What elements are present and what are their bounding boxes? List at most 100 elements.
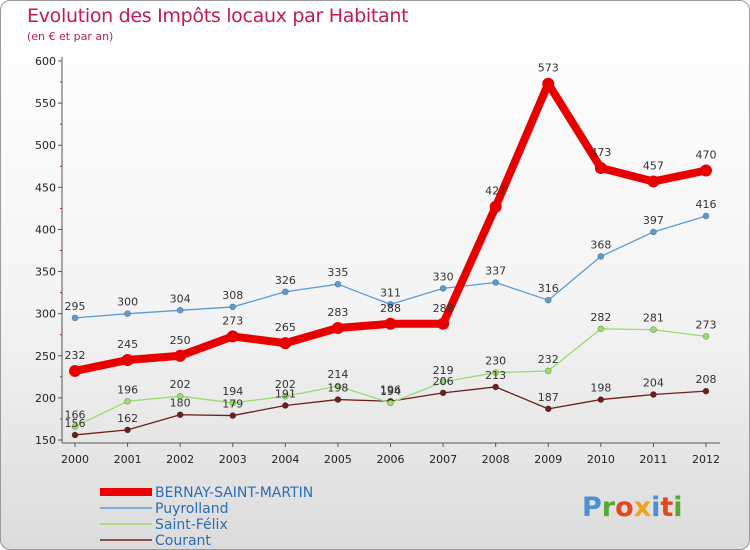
data-point-saint-felix (439, 378, 447, 386)
x-tick-label: 2003 (219, 453, 247, 466)
data-point-bernay (121, 353, 134, 366)
data-label-bernay: 250 (170, 334, 191, 347)
data-point-puyrolland (597, 253, 605, 260)
x-tick-label: 2001 (114, 453, 142, 466)
x-tick-label: 2011 (639, 453, 667, 466)
data-point-saint-felix (544, 367, 552, 375)
data-point-saint-felix (176, 392, 184, 400)
data-label-saint-felix: 202 (275, 378, 296, 391)
y-tick-label: 350 (35, 266, 56, 279)
y-tick-label: 400 (35, 223, 56, 236)
data-point-courant (702, 387, 710, 395)
data-label-courant: 196 (380, 383, 401, 396)
data-point-bernay (226, 330, 239, 343)
data-label-courant: 156 (65, 417, 86, 430)
data-point-puyrolland (334, 280, 342, 288)
data-label-courant: 208 (696, 373, 717, 386)
data-label-saint-felix: 281 (643, 312, 664, 325)
data-label-puyrolland: 368 (590, 238, 611, 251)
data-label-bernay: 288 (433, 302, 454, 315)
x-tick-label: 2010 (587, 453, 615, 466)
data-label-saint-felix: 232 (538, 353, 559, 366)
data-point-courant (334, 396, 342, 403)
y-tick-label: 450 (35, 181, 56, 194)
y-tick-label: 250 (35, 350, 56, 363)
legend-label-bernay: BERNAY-SAINT-MARTIN (155, 485, 313, 501)
data-label-saint-felix: 194 (222, 385, 243, 398)
data-point-bernay (489, 200, 502, 213)
y-tick-label: 600 (35, 55, 56, 68)
x-tick-label: 2007 (429, 453, 457, 466)
y-tick-label: 150 (35, 434, 56, 447)
data-point-bernay (174, 349, 187, 362)
y-tick-label: 550 (35, 97, 56, 110)
data-label-puyrolland: 295 (65, 300, 86, 313)
y-tick-label: 200 (35, 392, 56, 405)
data-label-puyrolland: 300 (117, 296, 138, 309)
data-label-puyrolland: 330 (433, 270, 454, 283)
data-point-puyrolland (282, 288, 289, 296)
data-point-courant (439, 389, 447, 397)
data-label-bernay: 283 (327, 306, 348, 319)
data-label-saint-felix: 219 (433, 364, 454, 377)
proxiti-logo: Proxiti (582, 492, 683, 523)
data-label-saint-felix: 202 (170, 378, 191, 391)
x-tick-label: 2005 (324, 453, 352, 466)
x-tick-label: 2000 (61, 453, 89, 466)
data-label-puyrolland: 326 (275, 274, 296, 287)
data-label-saint-felix: 196 (117, 383, 138, 396)
data-point-saint-felix (387, 399, 394, 407)
data-point-puyrolland (492, 279, 499, 286)
data-point-puyrolland (387, 301, 394, 308)
x-tick-label: 2002 (166, 453, 194, 466)
x-tick-label: 2009 (534, 453, 562, 466)
data-point-courant (176, 411, 184, 419)
data-label-courant: 198 (327, 382, 348, 395)
data-point-saint-felix (71, 423, 79, 430)
data-label-bernay: 573 (538, 62, 559, 75)
data-point-bernay (647, 175, 660, 188)
data-point-courant (650, 391, 657, 398)
data-label-courant: 213 (485, 369, 506, 382)
data-label-bernay: 265 (275, 321, 296, 334)
x-tick-label: 2012 (692, 453, 720, 466)
data-point-courant (282, 402, 289, 409)
data-label-courant: 191 (275, 387, 296, 400)
data-point-saint-felix (229, 399, 237, 407)
data-label-courant: 179 (222, 398, 243, 411)
data-point-saint-felix (650, 326, 657, 333)
data-point-bernay (279, 337, 292, 350)
y-tick-label: 300 (35, 308, 56, 321)
data-label-puyrolland: 397 (643, 214, 664, 227)
data-label-puyrolland: 304 (170, 292, 191, 305)
data-label-saint-felix: 273 (696, 318, 717, 331)
data-point-puyrolland (702, 212, 710, 220)
data-point-puyrolland (650, 228, 657, 236)
data-point-puyrolland (124, 310, 131, 317)
data-label-courant: 204 (643, 377, 664, 390)
data-point-puyrolland (71, 314, 79, 322)
data-label-courant: 206 (433, 375, 454, 388)
data-label-puyrolland: 335 (327, 266, 348, 279)
data-point-courant (492, 383, 499, 391)
data-label-bernay: 470 (696, 148, 717, 161)
data-label-bernay: 427 (485, 185, 506, 198)
data-label-courant: 198 (590, 382, 611, 395)
chart-title: Evolution des Impôts locaux par Habitant (27, 5, 409, 27)
data-label-saint-felix: 282 (590, 311, 611, 324)
y-tick-label: 500 (35, 139, 56, 152)
data-point-bernay (542, 77, 555, 90)
data-point-saint-felix (597, 325, 605, 333)
data-point-courant (544, 405, 552, 413)
x-tick-label: 2006 (377, 453, 405, 466)
legend-label-saint-felix: Saint-Félix (155, 517, 228, 533)
data-point-bernay (331, 321, 344, 334)
data-point-bernay (437, 317, 450, 330)
data-point-bernay (384, 317, 397, 330)
data-point-courant (229, 412, 237, 419)
data-label-bernay: 473 (590, 146, 611, 159)
data-label-bernay: 288 (380, 302, 401, 315)
data-label-puyrolland: 337 (485, 265, 506, 278)
x-tick-label: 2004 (271, 453, 299, 466)
